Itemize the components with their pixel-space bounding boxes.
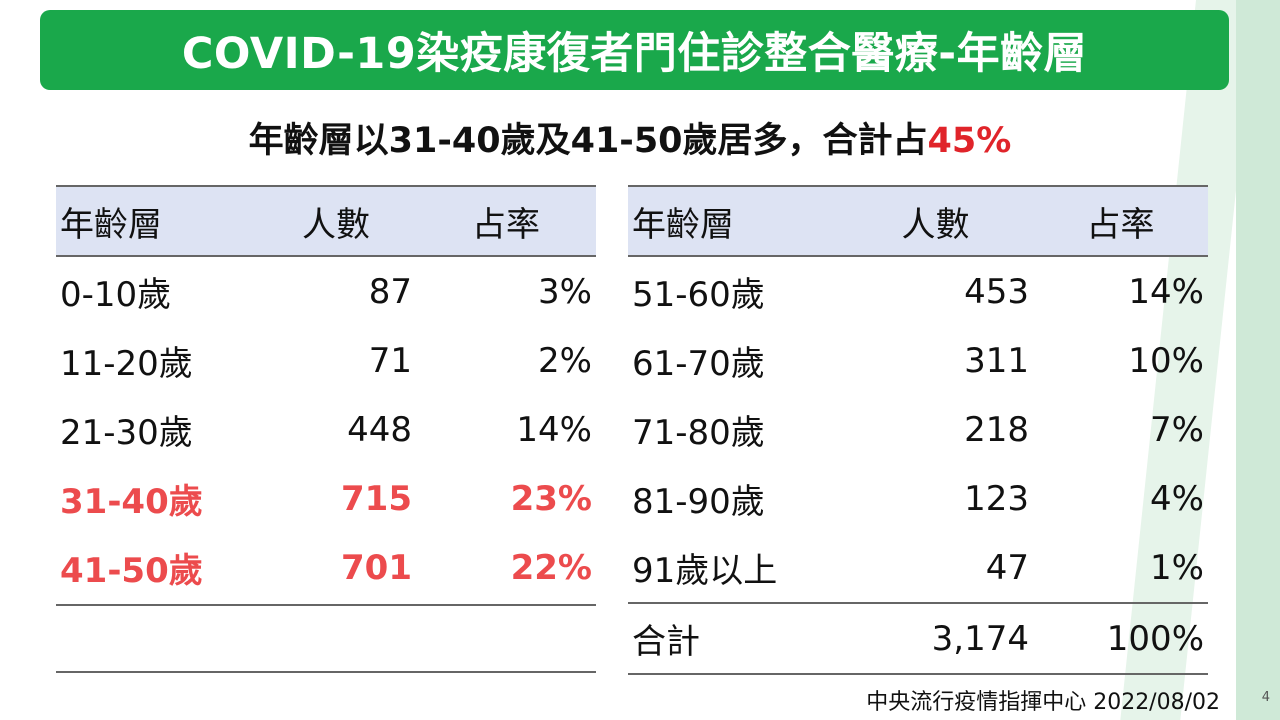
count-cell: 87 [368,271,412,312]
age-cell: 41-50歲 [60,551,203,591]
age-cell: 0-10歲 [60,275,172,315]
ratio-cell: 23% [510,478,592,519]
page-number: 4 [1261,690,1270,705]
table-row: 91歲以上 47 1% [628,533,1208,603]
empty-total-row [56,604,596,673]
count-cell: 47 [985,547,1029,588]
age-cell: 61-70歲 [632,344,765,384]
table-row: 71-80歲 218 7% [628,395,1208,464]
ratio-cell: 4% [1150,478,1204,519]
total-ratio: 100% [1033,602,1208,675]
header-count: 人數 [256,185,416,257]
total-row: 合計 3,174 100% [628,602,1208,675]
header-ratio: 占率 [416,185,596,257]
ratio-cell: 14% [516,409,592,450]
header-age: 年齡層 [56,185,256,257]
total-count: 3,174 [838,602,1033,675]
age-cell: 91歲以上 [632,551,778,591]
decorative-stripe-edge [1236,0,1280,720]
count-cell: 701 [341,547,412,588]
age-cell: 51-60歲 [632,275,765,315]
ratio-cell: 2% [538,340,592,381]
header-age: 年齡層 [628,185,838,257]
ratio-cell: 10% [1128,340,1204,381]
ratio-cell: 3% [538,271,592,312]
count-cell: 453 [964,271,1029,312]
slide-title: COVID-19染疫康復者門住診整合醫療-年齡層 [181,29,1088,79]
count-cell: 715 [341,478,412,519]
subtitle-text: 年齡層以31-40歲及41-50歲居多，合計占 [248,121,928,161]
age-cell: 81-90歲 [632,482,765,522]
ratio-cell: 22% [510,547,592,588]
count-cell: 218 [964,409,1029,450]
header-count: 人數 [838,185,1033,257]
table-row: 0-10歲 87 3% [56,256,596,326]
total-label: 合計 [628,602,838,675]
age-cell: 71-80歲 [632,413,765,453]
age-table-left: 年齡層 人數 占率 0-10歲 87 3% 11-20歲 71 2% 21-30… [56,185,596,602]
age-table-right: 年齡層 人數 占率 51-60歲 453 14% 61-70歲 311 10% … [628,185,1208,675]
table-row: 11-20歲 71 2% [56,326,596,395]
table-row-highlight: 31-40歲 715 23% [56,464,596,533]
count-cell: 123 [964,478,1029,519]
count-cell: 71 [368,340,412,381]
table-header-row: 年齡層 人數 占率 [56,185,596,257]
table-header-row: 年齡層 人數 占率 [628,185,1208,257]
ratio-cell: 7% [1150,409,1204,450]
age-cell: 21-30歲 [60,413,193,453]
source-footer: 中央流行疫情指揮中心 2022/08/02 [866,690,1220,715]
table-row-highlight: 41-50歲 701 22% [56,533,596,602]
ratio-cell: 14% [1128,271,1204,312]
count-cell: 311 [964,340,1029,381]
ratio-cell: 1% [1150,547,1204,588]
table-row: 81-90歲 123 4% [628,464,1208,533]
table-row: 61-70歲 311 10% [628,326,1208,395]
subtitle-highlight: 45% [927,121,1012,161]
count-cell: 448 [347,409,412,450]
age-cell: 11-20歲 [60,344,193,384]
header-ratio: 占率 [1033,185,1208,257]
table-row: 51-60歲 453 14% [628,256,1208,326]
age-cell: 31-40歲 [60,482,203,522]
table-row: 21-30歲 448 14% [56,395,596,464]
subtitle: 年齡層以31-40歲及41-50歲居多，合計占45% [0,112,1260,163]
title-banner: COVID-19染疫康復者門住診整合醫療-年齡層 [40,10,1229,90]
